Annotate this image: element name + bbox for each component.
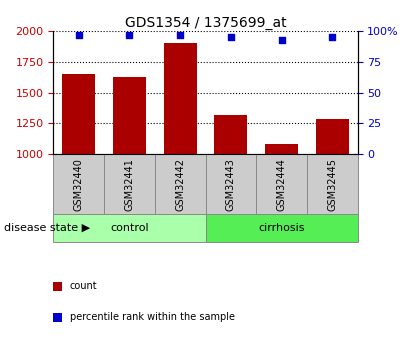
Bar	[206, 214, 358, 242]
Text: count: count	[70, 282, 97, 291]
Bar	[62, 74, 95, 154]
Point	[228, 34, 234, 40]
Title: GDS1354 / 1375699_at: GDS1354 / 1375699_at	[125, 16, 286, 30]
Text: cirrhosis: cirrhosis	[258, 223, 305, 233]
Bar	[316, 119, 349, 154]
Text: GSM32441: GSM32441	[125, 158, 134, 210]
Text: GSM32443: GSM32443	[226, 158, 236, 210]
Text: GSM32440: GSM32440	[74, 158, 84, 210]
Text: control: control	[110, 223, 149, 233]
Bar	[215, 115, 247, 154]
Bar	[155, 154, 206, 214]
Bar	[164, 43, 196, 154]
Bar	[53, 214, 206, 242]
Bar	[265, 144, 298, 154]
Bar	[206, 154, 256, 214]
Bar	[104, 154, 155, 214]
Text: disease state ▶: disease state ▶	[4, 223, 90, 233]
Point	[329, 34, 335, 40]
Text: GSM32442: GSM32442	[175, 158, 185, 210]
Bar	[307, 154, 358, 214]
Text: GSM32444: GSM32444	[277, 158, 286, 210]
Point	[278, 37, 285, 42]
Text: percentile rank within the sample: percentile rank within the sample	[70, 313, 235, 322]
Point	[126, 32, 133, 38]
Point	[177, 32, 183, 38]
Bar	[256, 154, 307, 214]
Bar	[113, 77, 146, 154]
Text: GSM32445: GSM32445	[327, 158, 337, 210]
Bar	[53, 154, 104, 214]
Point	[76, 32, 82, 38]
